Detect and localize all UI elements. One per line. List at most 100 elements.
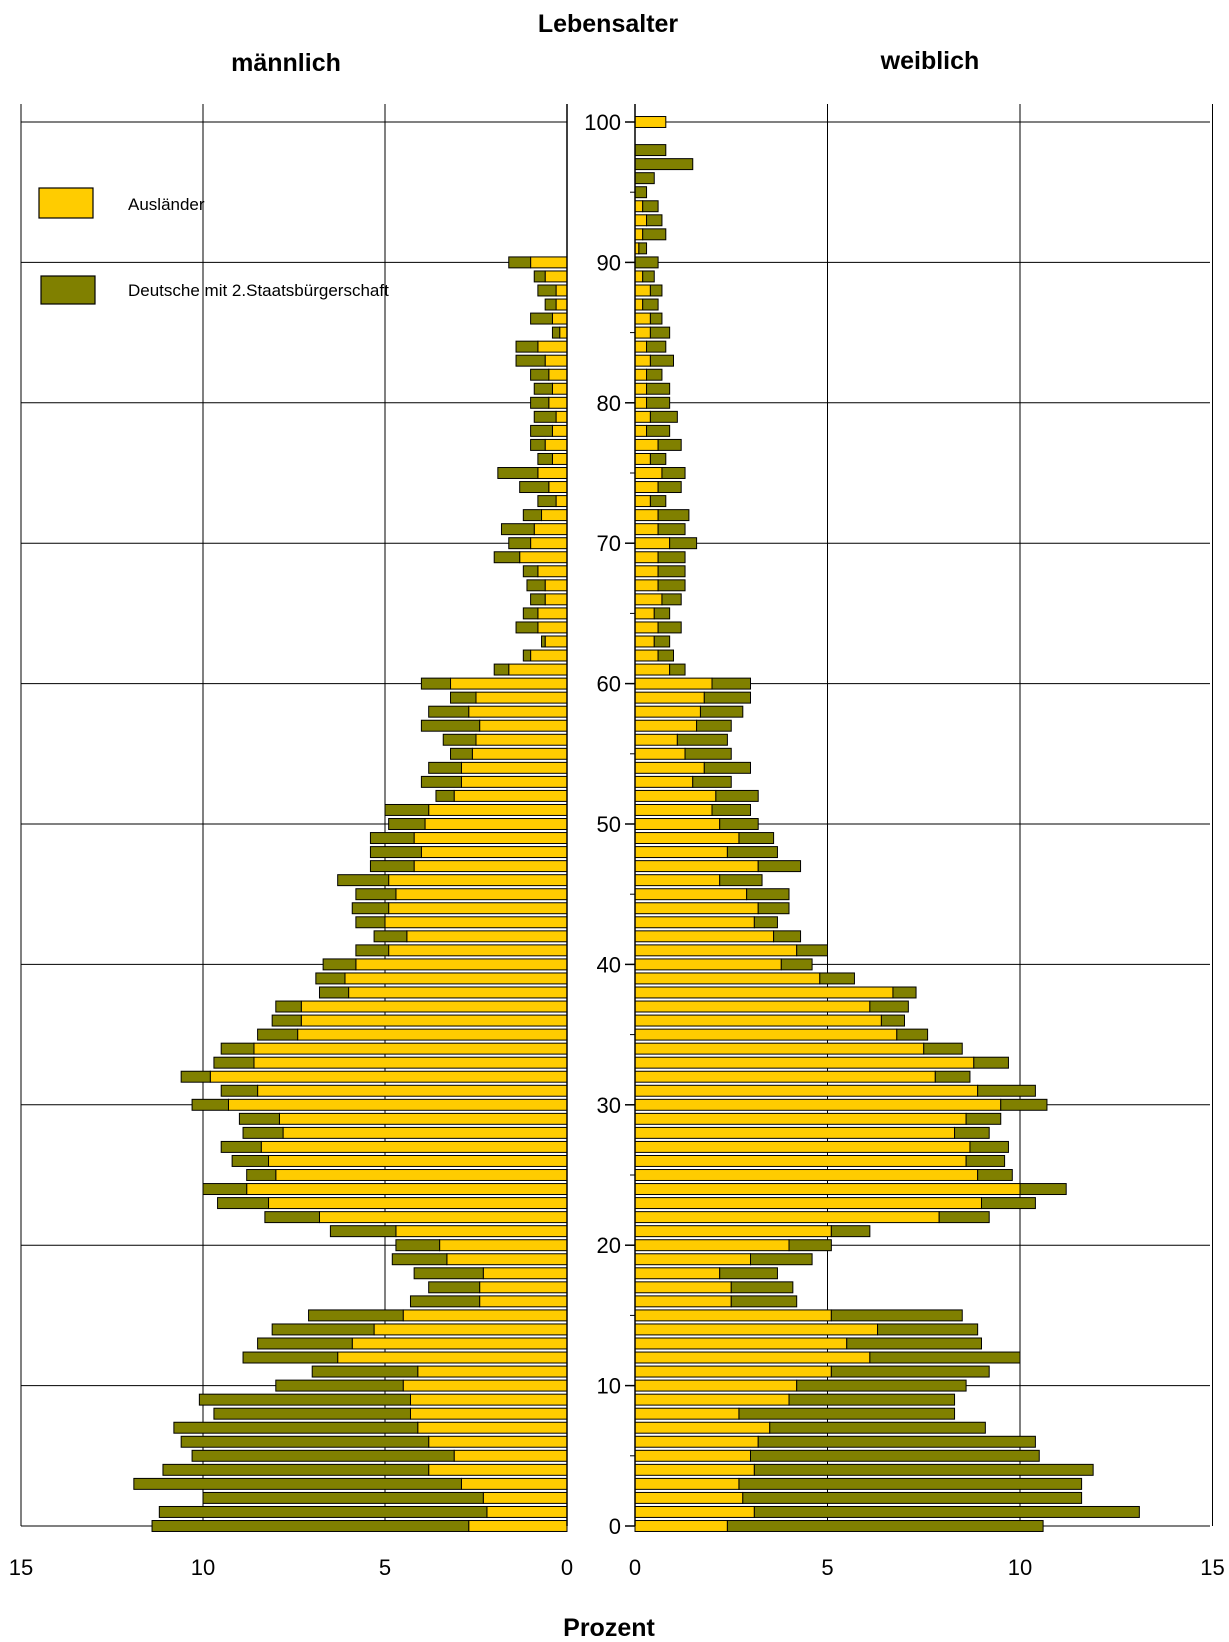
bar-male-auslaender-age-7 xyxy=(417,1421,568,1434)
bar-female-auslaender-age-7 xyxy=(634,1421,771,1434)
bar-male-auslaender-age-14 xyxy=(373,1323,568,1336)
bar-female-deutsche-age-3 xyxy=(738,1477,1083,1490)
bar-female-deutsche-age-44 xyxy=(757,902,790,915)
bar-male-deutsche-age-90 xyxy=(508,256,532,269)
bar-female-deutsche-age-59 xyxy=(703,691,751,704)
bar-female-deutsche-age-22 xyxy=(938,1211,990,1224)
bar-male-deutsche-age-59 xyxy=(450,691,477,704)
age-tick-label-80: 80 xyxy=(597,391,621,416)
tick-label-left-x-15: 15 xyxy=(9,1555,33,1580)
bar-male-auslaender-age-65 xyxy=(537,607,568,620)
bar-female-deutsche-age-23 xyxy=(981,1197,1036,1210)
bar-male-deutsche-age-35 xyxy=(257,1028,299,1041)
bar-female-auslaender-age-37 xyxy=(634,1000,871,1013)
bar-male-deutsche-age-82 xyxy=(530,368,550,381)
age-axis-title: Lebensalter xyxy=(538,10,679,38)
bar-female-deutsche-age-96 xyxy=(634,172,655,185)
bar-female-auslaender-age-9 xyxy=(634,1393,790,1406)
age-tick-label-30: 30 xyxy=(597,1093,621,1118)
bar-female-deutsche-age-71 xyxy=(657,523,686,536)
bar-male-auslaender-age-30 xyxy=(227,1098,568,1111)
bar-male-auslaender-age-35 xyxy=(297,1028,568,1041)
bar-female-deutsche-age-72 xyxy=(657,509,690,522)
bar-male-auslaender-age-21 xyxy=(395,1225,568,1238)
bar-female-auslaender-age-33 xyxy=(634,1056,975,1069)
bar-female-deutsche-age-38 xyxy=(892,986,917,999)
bar-male-deutsche-age-68 xyxy=(522,565,539,578)
bar-female-deutsche-age-10 xyxy=(796,1379,967,1392)
bar-male-auslaender-age-46 xyxy=(388,874,568,887)
bar-female-deutsche-age-9 xyxy=(788,1393,956,1406)
bar-male-auslaender-age-89 xyxy=(544,270,568,283)
bar-female-auslaender-age-61 xyxy=(634,663,671,676)
bar-male-auslaender-age-49 xyxy=(413,832,568,845)
bar-female-deutsche-age-53 xyxy=(692,775,732,788)
bar-female-auslaender-age-38 xyxy=(634,986,894,999)
bar-female-auslaender-age-68 xyxy=(634,565,659,578)
bar-female-deutsche-age-42 xyxy=(773,930,802,943)
bar-male-auslaender-age-50 xyxy=(424,818,568,830)
bar-male-deutsche-age-20 xyxy=(395,1239,441,1252)
bar-male-auslaender-age-41 xyxy=(388,944,568,957)
bar-male-deutsche-age-17 xyxy=(428,1281,481,1294)
bar-male-auslaender-age-82 xyxy=(548,368,568,381)
bar-female-deutsche-age-31 xyxy=(977,1084,1036,1097)
bar-male-deutsche-age-10 xyxy=(275,1379,404,1392)
bar-female-auslaender-age-0 xyxy=(634,1520,728,1532)
bar-female-auslaender-age-44 xyxy=(634,902,759,915)
legend-swatch-auslaender xyxy=(38,187,94,219)
bar-female-auslaender-age-40 xyxy=(634,958,782,971)
bar-male-auslaender-age-12 xyxy=(337,1351,568,1364)
bar-female-auslaender-age-35 xyxy=(634,1028,898,1041)
bar-male-auslaender-age-16 xyxy=(479,1295,568,1308)
bar-female-deutsche-age-52 xyxy=(715,789,759,802)
bar-male-auslaender-age-20 xyxy=(439,1239,568,1252)
bar-female-deutsche-age-46 xyxy=(719,874,763,887)
bar-female-auslaender-age-100 xyxy=(634,116,667,128)
bar-male-deutsche-age-22 xyxy=(264,1211,320,1224)
bar-female-deutsche-age-73 xyxy=(649,495,667,508)
bar-male-deutsche-age-77 xyxy=(530,438,546,451)
bar-male-auslaender-age-67 xyxy=(544,579,568,592)
bar-female-auslaender-age-75 xyxy=(634,467,663,479)
bar-male-deutsche-age-7 xyxy=(173,1421,419,1434)
bar-male-deutsche-age-16 xyxy=(409,1295,481,1308)
bar-female-auslaender-age-69 xyxy=(634,551,659,564)
bar-male-auslaender-age-75 xyxy=(537,467,568,479)
bar-male-auslaender-age-48 xyxy=(420,846,568,859)
bar-male-auslaender-age-6 xyxy=(428,1435,568,1448)
bar-male-deutsche-age-41 xyxy=(355,944,390,957)
bar-male-deutsche-age-53 xyxy=(420,775,462,788)
bar-female-auslaender-age-18 xyxy=(634,1267,721,1280)
bar-female-deutsche-age-33 xyxy=(973,1056,1009,1069)
bar-female-auslaender-age-57 xyxy=(634,719,698,732)
bar-female-auslaender-age-45 xyxy=(634,888,748,901)
bar-male-deutsche-age-32 xyxy=(180,1070,211,1083)
bar-male-deutsche-age-79 xyxy=(533,410,557,423)
bar-male-auslaender-age-0 xyxy=(468,1520,568,1532)
bar-female-auslaender-age-56 xyxy=(634,733,678,746)
bar-female-auslaender-age-25 xyxy=(634,1169,979,1181)
bar-female-deutsche-age-83 xyxy=(649,354,675,367)
bar-male-auslaender-age-78 xyxy=(551,424,568,437)
bar-female-deutsche-age-7 xyxy=(769,1421,986,1434)
bar-male-auslaender-age-80 xyxy=(548,396,568,409)
bar-male-deutsche-age-86 xyxy=(530,312,553,325)
bar-female-auslaender-age-94 xyxy=(634,200,644,213)
bar-female-auslaender-age-82 xyxy=(634,368,648,381)
bar-male-deutsche-age-26 xyxy=(231,1154,270,1167)
bar-female-deutsche-age-79 xyxy=(649,410,678,423)
bar-male-auslaender-age-9 xyxy=(409,1393,568,1406)
bar-male-deutsche-age-84 xyxy=(515,340,539,353)
bar-female-deutsche-age-26 xyxy=(965,1154,1006,1167)
bar-male-auslaender-age-74 xyxy=(548,481,568,494)
bar-male-deutsche-age-72 xyxy=(522,509,543,522)
bar-female-deutsche-age-77 xyxy=(657,438,682,451)
bar-male-deutsche-age-30 xyxy=(191,1098,229,1111)
bar-male-deutsche-age-23 xyxy=(217,1197,270,1210)
bar-male-deutsche-age-28 xyxy=(242,1126,284,1139)
bar-female-auslaender-age-87 xyxy=(634,298,644,311)
bar-female-auslaender-age-19 xyxy=(634,1253,751,1266)
bar-female-deutsche-age-24 xyxy=(1019,1183,1067,1196)
bar-female-deutsche-age-43 xyxy=(753,916,778,929)
